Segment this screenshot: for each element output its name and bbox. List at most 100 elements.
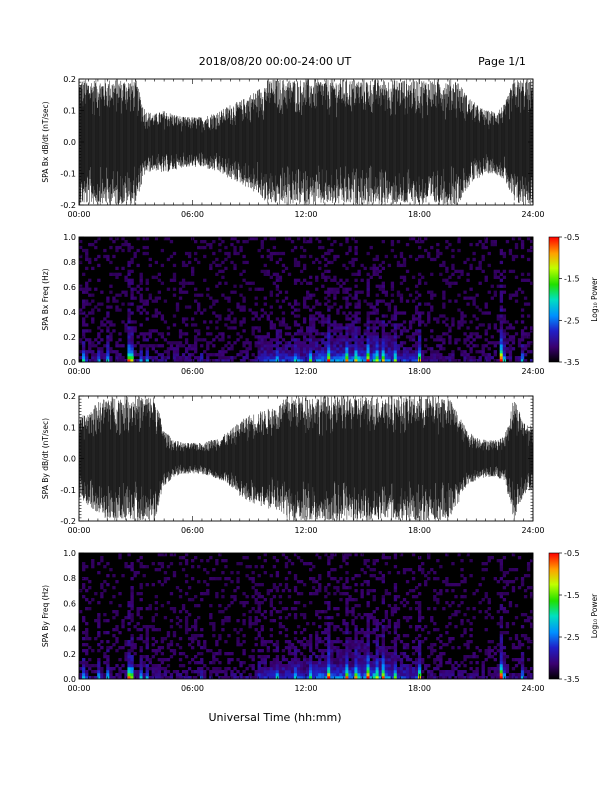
spectrogram-cell [511,335,516,339]
spectrogram-cell [88,302,92,306]
spectrogram-cell [284,290,289,294]
spectrogram-cell [133,320,137,324]
spectrogram-cell [399,293,404,297]
spectrogram-cell [309,296,313,300]
spectrogram-cell [272,344,277,348]
spectrogram-cell [269,293,274,297]
spectrogram-cell [514,290,519,294]
spectrogram-cell [91,242,95,247]
spectrogram-cell [121,359,125,363]
spectrogram-cell [254,326,258,330]
spectrogram-cell [130,269,134,274]
spectrogram-cell [218,263,222,268]
spectrogram-cell [184,281,189,285]
spectrogram-cell [233,317,237,321]
spectrogram-cell [457,326,461,330]
spectrogram-cell [493,326,497,330]
spectrogram-cell [508,350,513,354]
spectrogram-cell [115,308,119,312]
spectrogram-cell [366,284,370,288]
spectrogram-cell [333,359,337,363]
spectrogram-cell [511,293,516,297]
spectrogram-cell [427,290,431,294]
spectrogram-cell [354,272,358,276]
spectrogram-cell [318,332,322,336]
spectrogram-cell [139,347,143,351]
spectrogram-cell [499,353,504,357]
spectrogram-cell [357,299,361,303]
spectrogram-cell [281,347,286,351]
spectrogram-cell [293,359,298,363]
x-tick-label: 24:00 [521,367,544,376]
spectrogram-cell [315,287,319,291]
spectrogram-cell [427,302,431,306]
spectrogram-cell [463,296,467,300]
spectrogram-cell [312,335,316,339]
spectrogram-cell [321,359,325,363]
spectrogram-cell [127,284,131,288]
spectrogram-cell [221,338,225,342]
spectrogram-cell [499,248,504,253]
spectrogram-cell [206,287,210,291]
spectrogram-cell [197,305,201,309]
spectrogram-cell [342,290,346,294]
spectrogram-cell [345,347,349,351]
spectrogram-cell [315,329,319,333]
spectrogram-cell [157,311,162,315]
spectrogram-cell [354,338,358,342]
spectrogram-cell [372,347,376,351]
spectrogram-cell [82,311,86,315]
spectrogram-cell [160,335,165,339]
spectrogram-cell [342,344,346,348]
spectrogram-cell [490,356,494,360]
spectrogram-cell [85,302,89,306]
spectrogram-cell [354,239,358,244]
spectrogram-cell [327,332,331,336]
spectrogram-cell [502,338,507,342]
spectrogram-cell [324,341,328,345]
spectrogram-cell [405,335,410,339]
spectrogram-cell [82,356,86,360]
spectrogram-cell [424,248,428,253]
spectrogram-cell [293,338,298,342]
spectrogram-cell [514,293,519,297]
spectrogram-cell [333,254,337,259]
spectrogram-cell [369,302,373,306]
spectrogram-cell [306,296,310,300]
spectrogram-cell [245,239,249,244]
spectrogram-cell [342,326,346,330]
spectrogram-cell [484,353,488,357]
spectrogram-cell [278,320,283,324]
spectrogram-cell [212,251,216,256]
spectrogram-cell [366,341,370,345]
spectrogram-cell [130,341,134,345]
spectrogram-cell [529,350,534,354]
spectrogram-cell [363,338,367,342]
spectrogram-cell [296,323,301,327]
spectrogram-cell [381,323,385,327]
spectrogram-cell [354,320,358,324]
spectrogram-cell [321,332,325,336]
spectrogram-cell [321,245,325,250]
spectrogram-cell [233,341,237,345]
spectrogram-cell [351,353,355,357]
spectrogram-cell [312,341,316,345]
spectrogram-cell [490,284,494,288]
spectrogram-cell [209,242,213,247]
spectrogram-cell [405,356,410,360]
spectrogram-cell [109,320,113,324]
spectrogram-cell [427,254,431,259]
spectrogram-cell [523,332,528,336]
x-tick-label: 00:00 [67,367,90,376]
spectrogram-cell [375,335,379,339]
spectrogram-cell [502,332,507,336]
spectrogram-cell [411,335,416,339]
spectrogram-cell [109,350,113,354]
spectrogram-cell [260,239,264,244]
spectrogram-cell [212,353,216,357]
spectrogram-cell [154,359,158,363]
spectrogram-cell [381,344,385,348]
spectrogram-cell [421,254,425,259]
spectrogram-cell [257,287,261,291]
